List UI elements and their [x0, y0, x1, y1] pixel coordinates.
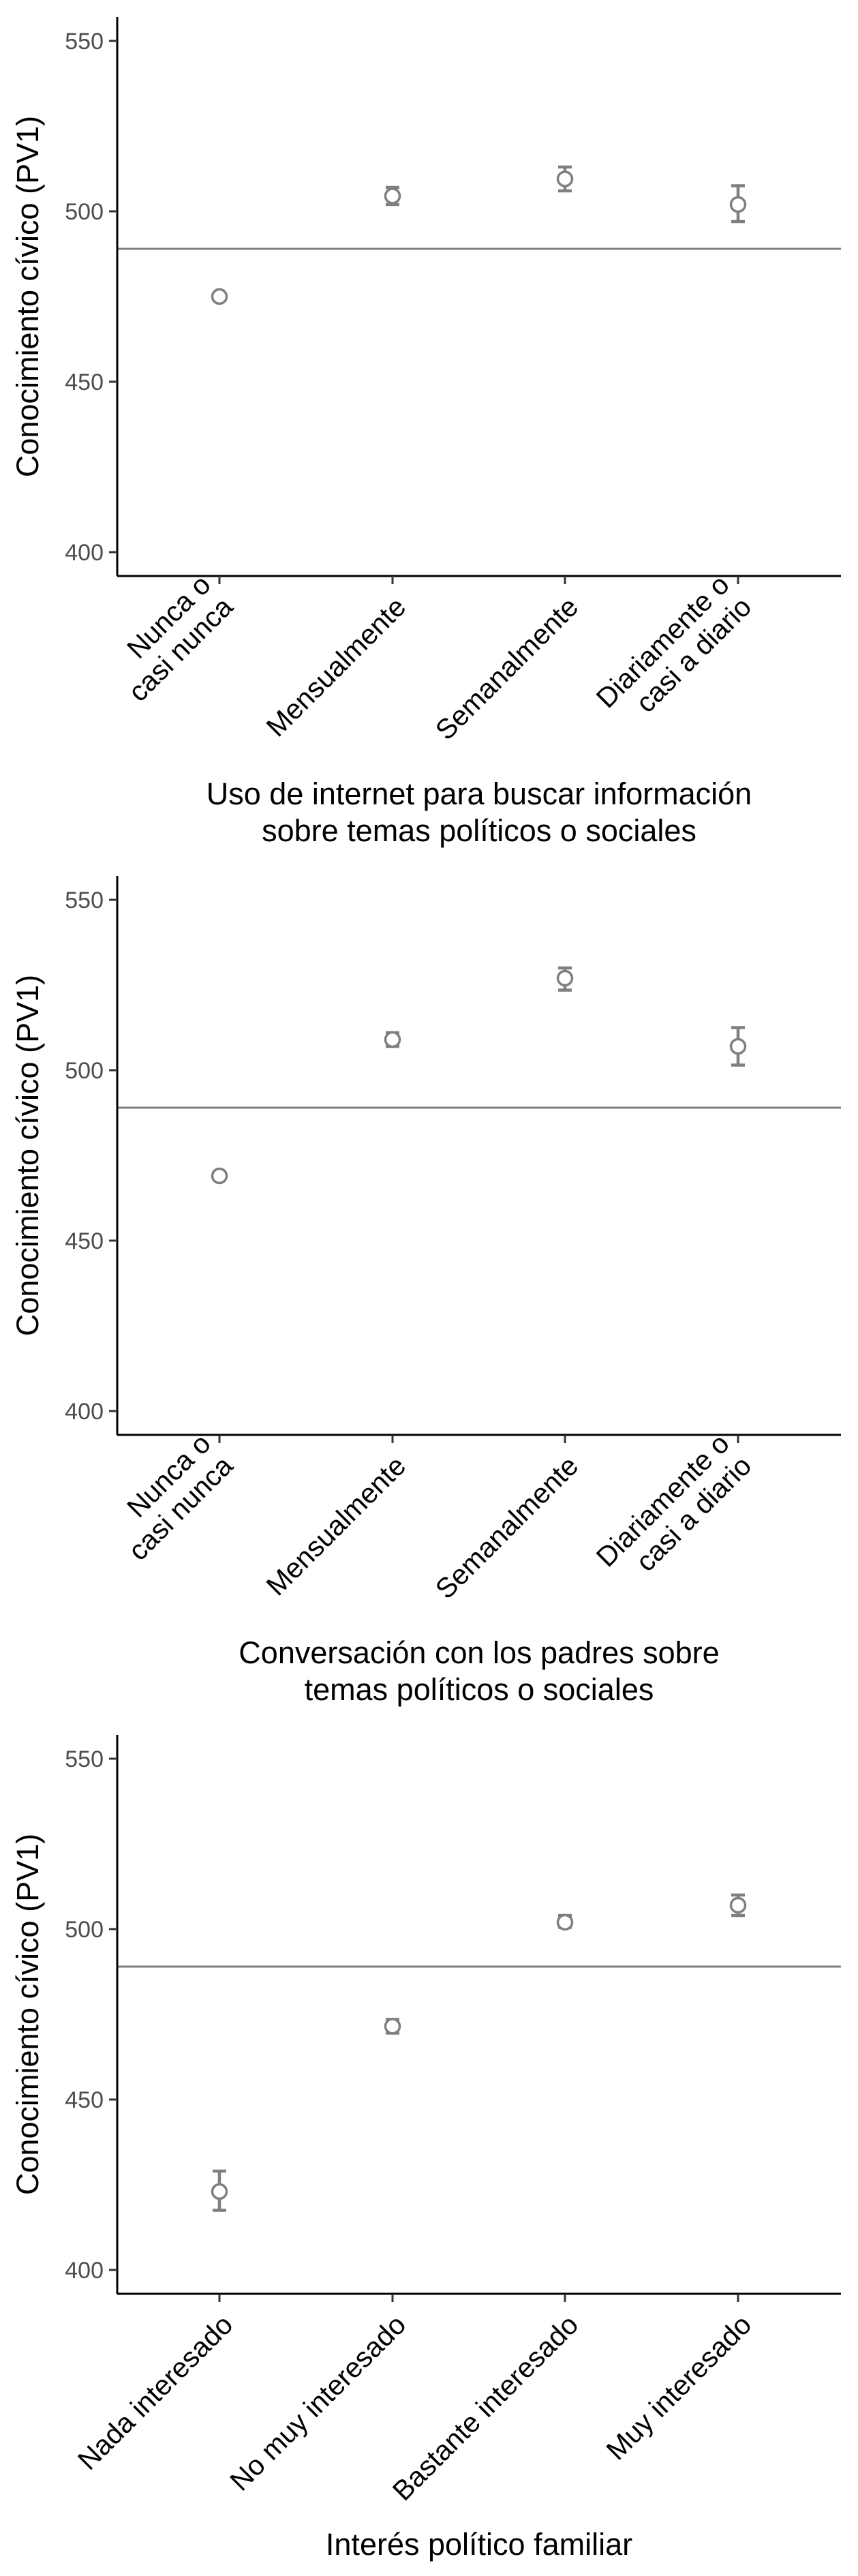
x-tick-label-line: No muy interesado	[224, 2309, 412, 2497]
y-tick-label: 550	[65, 888, 104, 913]
x-axis-title-line: Conversación con los padres sobre	[239, 1635, 719, 1670]
x-tick-label: Mensualmente	[260, 591, 412, 743]
x-tick-label-line: Mensualmente	[260, 1450, 412, 1602]
y-tick-label: 550	[65, 29, 104, 55]
data-point	[556, 170, 574, 187]
y-tick-label: 500	[65, 1058, 104, 1084]
x-tick-label: Nada interesado	[72, 2309, 239, 2476]
chart-panel-2: 400 450 500 550 Conocimiento cívico (PV1) Nun…	[10, 876, 841, 1707]
x-tick-label: Muy interesado	[600, 2309, 758, 2466]
x-tick-label-line: Semanalmente	[429, 1450, 585, 1605]
data-point	[729, 1037, 747, 1055]
data-point	[556, 1913, 574, 1931]
y-tick-label: 450	[65, 2087, 104, 2113]
data-point	[384, 2018, 401, 2035]
x-tick-label-line: Mensualmente	[260, 591, 412, 743]
x-tick-label: Nunca ocasi nunca	[100, 1427, 239, 1566]
y-tick-label: 550	[65, 1746, 104, 1772]
x-tick-label: Semanalmente	[429, 1450, 585, 1605]
y-tick-label: 500	[65, 1917, 104, 1943]
x-axis-title-line: temas políticos o sociales	[305, 1672, 654, 1707]
y-tick-label: 400	[65, 1399, 104, 1425]
x-tick-label: Diariamente ocasi a diario	[590, 569, 758, 736]
y-tick-label: 500	[65, 199, 104, 225]
data-point	[729, 1896, 747, 1914]
data-point	[556, 969, 574, 987]
chart-panel-1: 400 450 500 550 Conocimiento cívico (PV1) Nun…	[10, 17, 841, 848]
y-axis-title: Conocimiento cívico (PV1)	[10, 1834, 45, 2195]
x-axis-title-line: Uso de internet para buscar información	[206, 776, 752, 811]
x-tick-label-line: Nada interesado	[72, 2309, 239, 2476]
x-axis-title-line: sobre temas políticos o sociales	[262, 813, 696, 848]
x-axis-title: Conversación con los padres sobre temas p…	[239, 1635, 719, 1707]
data-point	[384, 1031, 401, 1048]
x-tick-label: Mensualmente	[260, 1450, 412, 1602]
data-point	[211, 1167, 228, 1185]
x-tick-label-line: Muy interesado	[600, 2309, 758, 2466]
x-tick-label: No muy interesado	[224, 2309, 412, 2497]
x-tick-label-line: Semanalmente	[429, 591, 585, 746]
x-tick-label: Bastante interesado	[386, 2309, 584, 2506]
y-tick-label: 450	[65, 369, 104, 395]
data-point	[211, 2183, 228, 2200]
y-tick-label: 400	[65, 2258, 104, 2284]
chart-panel-3: 400 450 500 550 Conocimiento cívico (PV1) Nad…	[10, 1735, 841, 2562]
y-axis-title: Conocimiento cívico (PV1)	[10, 116, 45, 477]
data-point	[729, 196, 747, 213]
x-axis-title: Uso de internet para buscar información s…	[206, 776, 752, 848]
x-tick-label: Semanalmente	[429, 591, 585, 746]
x-tick-label: Nunca ocasi nunca	[100, 569, 239, 708]
y-tick-label: 450	[65, 1228, 104, 1254]
x-tick-label: Diariamente ocasi a diario	[590, 1427, 758, 1595]
x-axis-title: Interés político familiar	[326, 2527, 632, 2562]
data-point	[384, 187, 401, 204]
y-axis-title: Conocimiento cívico (PV1)	[10, 975, 45, 1336]
data-point	[211, 288, 228, 305]
x-axis-title-line: Interés político familiar	[326, 2527, 632, 2562]
x-tick-label-line: Bastante interesado	[386, 2309, 584, 2506]
y-tick-label: 400	[65, 540, 104, 566]
